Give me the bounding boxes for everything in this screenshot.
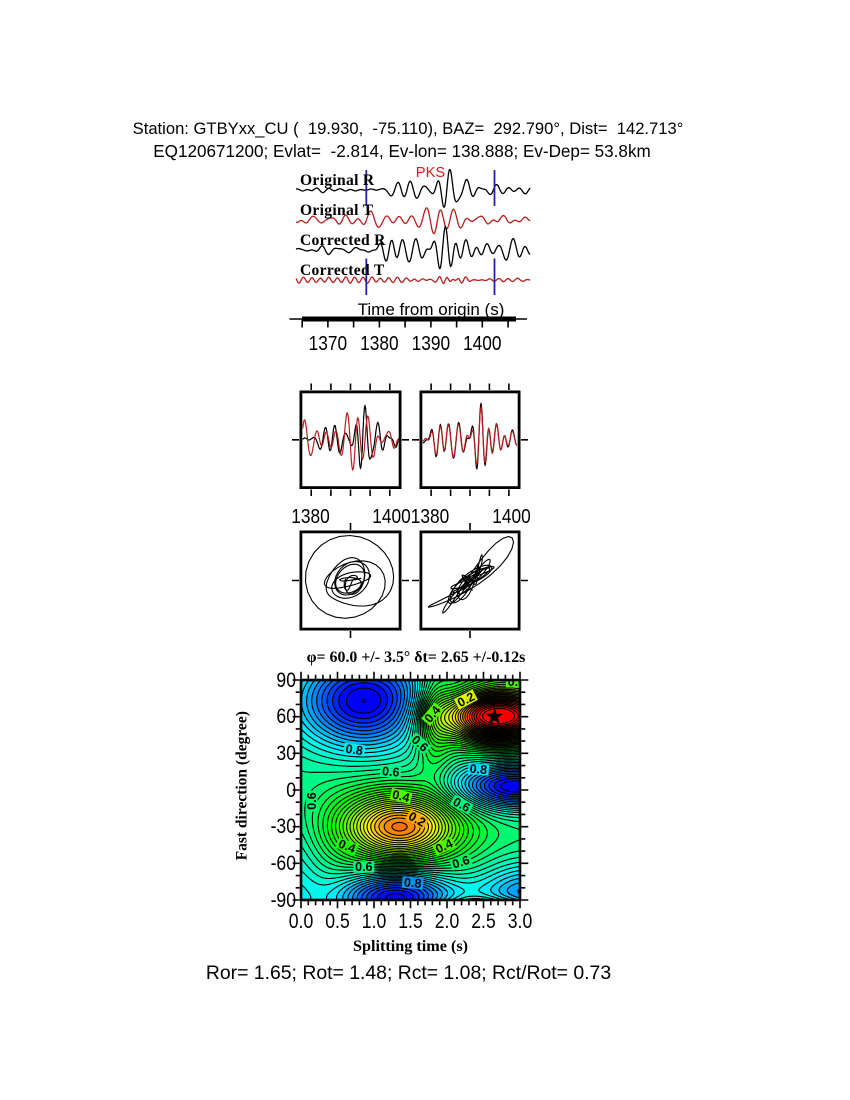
svg-text:0.4: 0.4 <box>336 837 357 857</box>
svg-text:0.8: 0.8 <box>403 875 422 890</box>
svg-text:0.8: 0.8 <box>469 762 488 777</box>
svg-text:0.6: 0.6 <box>508 675 525 689</box>
svg-text:0.6: 0.6 <box>355 860 372 874</box>
svg-text:0.4: 0.4 <box>433 836 455 856</box>
svg-text:0.6: 0.6 <box>451 853 472 872</box>
svg-text:0.6: 0.6 <box>382 764 401 779</box>
svg-text:0.6: 0.6 <box>305 792 319 809</box>
svg-text:0.8: 0.8 <box>345 742 364 758</box>
svg-text:0.4: 0.4 <box>391 787 411 805</box>
